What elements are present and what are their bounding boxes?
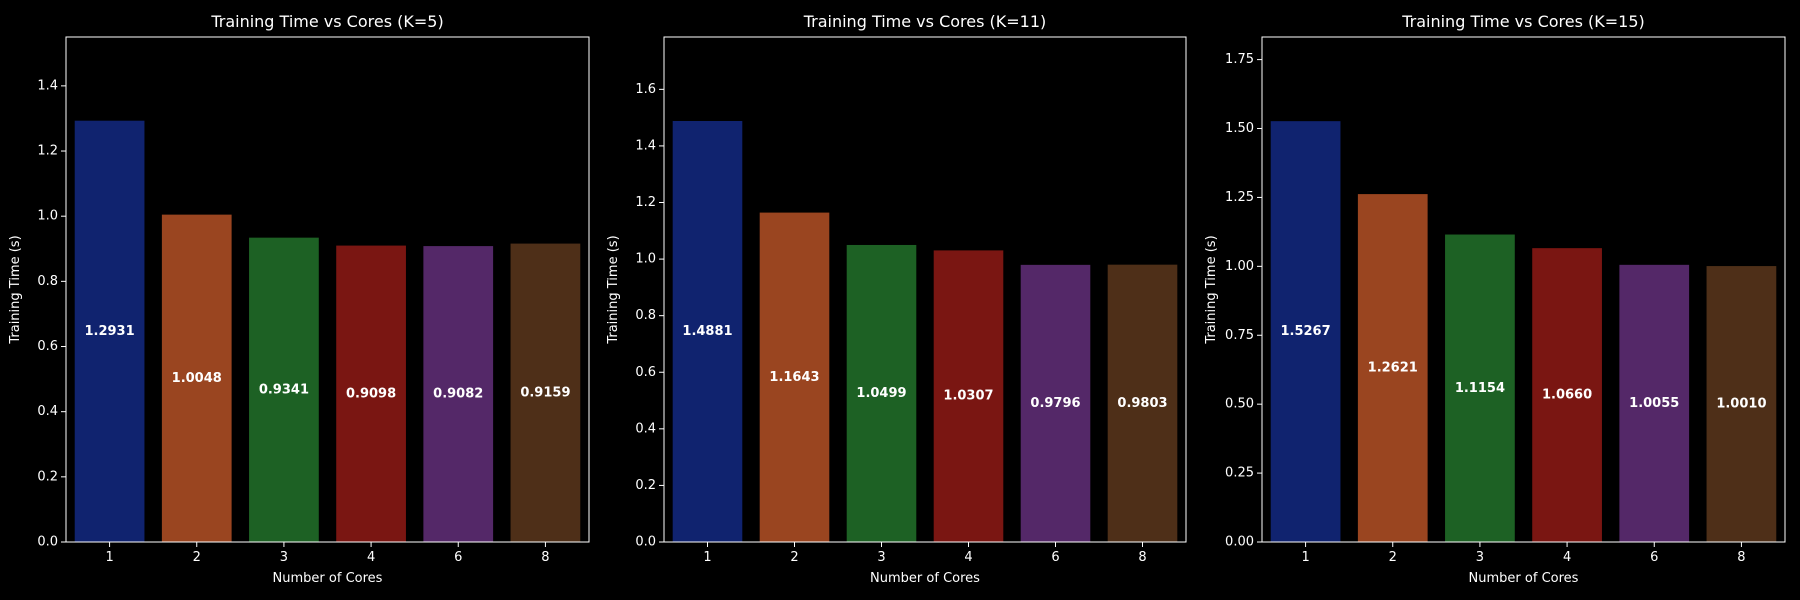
bar-cores-3	[846, 244, 917, 542]
chart-title: Training Time vs Cores (K=15)	[1401, 12, 1645, 31]
bar-value-label: 1.1643	[769, 370, 819, 385]
bar-cores-4	[933, 250, 1004, 542]
x-tick-label: 1	[1301, 550, 1309, 565]
bar-value-label: 0.9082	[433, 387, 483, 402]
bar-value-label: 1.0660	[1542, 388, 1592, 403]
bar-value-label: 0.9159	[520, 385, 570, 400]
chart-title: Training Time vs Cores (K=5)	[210, 12, 443, 31]
y-tick-label: 0.25	[1225, 466, 1254, 481]
y-tick-label: 0.00	[1225, 535, 1254, 550]
bar-cores-3	[1445, 234, 1515, 542]
x-tick-label: 1	[105, 550, 113, 565]
y-tick-label: 1.2	[37, 144, 58, 159]
y-tick-label: 1.4	[635, 138, 656, 153]
x-tick-label: 8	[1737, 550, 1745, 565]
bar-value-label: 0.9341	[259, 382, 309, 397]
chart-title: Training Time vs Cores (K=11)	[803, 12, 1047, 31]
bar-value-label: 1.0048	[172, 371, 222, 386]
y-tick-label: 1.00	[1225, 259, 1254, 274]
x-tick-label: 2	[790, 550, 798, 565]
y-tick-label: 0.0	[37, 535, 58, 550]
x-axis-label: Number of Cores	[1469, 571, 1579, 586]
chart-panel-3: 1.526711.262121.115431.066041.005561.001…	[1204, 12, 1786, 586]
y-tick-label: 0.4	[37, 404, 58, 419]
bar-cores-8	[510, 243, 581, 542]
bar-value-label: 1.1154	[1455, 381, 1505, 396]
y-tick-label: 0.6	[37, 339, 58, 354]
bar-cores-4	[336, 245, 406, 542]
y-tick-label: 0.8	[635, 308, 656, 323]
y-tick-label: 0.2	[635, 478, 656, 493]
bar-value-label: 0.9796	[1030, 396, 1080, 411]
chart-panel-2: 1.4881 1 1.1643 2 1.0499 3 1.0307 4 0.9796 6 0.980…	[606, 12, 1187, 586]
axes-frame	[1261, 36, 1786, 543]
bar-cores-4	[1532, 248, 1602, 542]
bar-value-label: 1.0055	[1629, 396, 1679, 411]
y-tick-label: 0.50	[1225, 397, 1254, 412]
y-tick-label: 0.2	[37, 469, 58, 484]
bar-value-label: 0.9803	[1117, 396, 1167, 411]
bar-cores-2	[759, 212, 830, 542]
x-tick-label: 8	[541, 550, 549, 565]
bar-cores-3	[249, 237, 319, 542]
axes-frame	[663, 36, 1187, 543]
y-tick-label: 0.75	[1225, 328, 1254, 343]
bar-value-label: 0.9098	[346, 386, 396, 401]
bar-value-label: 1.2621	[1368, 361, 1418, 376]
x-tick-label: 4	[964, 550, 972, 565]
bar-cores-6	[1619, 264, 1690, 542]
y-tick-label: 1.50	[1225, 121, 1254, 136]
y-axis-label: Training Time (s)	[8, 235, 23, 344]
y-tick-label: 0.4	[635, 421, 656, 436]
x-tick-label: 4	[1563, 550, 1571, 565]
x-tick-label: 3	[1476, 550, 1484, 565]
x-tick-label: 6	[454, 550, 462, 565]
bar-cores-2	[1357, 194, 1428, 542]
chart-panel-1: 1.2931 1 1.0048 2 0.9341 3 0.9098 4 0.9082 6 0.915…	[8, 12, 590, 586]
y-tick-label: 0.6	[635, 365, 656, 380]
x-tick-label: 2	[1389, 550, 1397, 565]
y-tick-label: 1.2	[635, 195, 656, 210]
bar-value-label: 1.0307	[943, 389, 993, 404]
x-tick-label: 3	[877, 550, 885, 565]
y-axis-label: Training Time (s)	[1204, 235, 1219, 344]
x-tick-label: 2	[193, 550, 201, 565]
x-tick-label: 6	[1650, 550, 1658, 565]
x-tick-label: 8	[1138, 550, 1146, 565]
bar-value-label: 1.0010	[1716, 397, 1766, 412]
bar-value-label: 1.4881	[682, 324, 732, 339]
bar-cores-1	[1270, 121, 1341, 542]
y-tick-label: 1.25	[1225, 190, 1254, 205]
x-tick-label: 6	[1051, 550, 1059, 565]
y-tick-label: 0.8	[37, 274, 58, 289]
bar-value-label: 1.0499	[856, 386, 906, 401]
bar-value-label: 1.2931	[84, 324, 134, 339]
y-tick-label: 1.6	[635, 82, 656, 97]
bar-cores-6	[423, 246, 494, 542]
axes-frame	[65, 36, 590, 543]
bar-cores-1	[672, 121, 743, 542]
y-tick-label: 1.0	[635, 252, 656, 267]
bar-cores-8	[1107, 264, 1178, 542]
bar-cores-6	[1020, 264, 1091, 542]
bar-cores-8	[1706, 266, 1777, 542]
y-tick-label: 0.0	[635, 535, 656, 550]
x-tick-label: 1	[703, 550, 711, 565]
x-axis-label: Number of Cores	[870, 571, 980, 586]
bar-cores-2	[161, 214, 232, 542]
bar-cores-1	[74, 120, 145, 542]
x-tick-label: 4	[367, 550, 375, 565]
y-tick-label: 1.4	[37, 78, 58, 93]
y-tick-label: 1.75	[1225, 52, 1254, 67]
bar-value-label: 1.5267	[1280, 324, 1330, 339]
x-axis-label: Number of Cores	[273, 571, 383, 586]
y-tick-label: 1.0	[37, 209, 58, 224]
x-tick-label: 3	[280, 550, 288, 565]
y-axis-label: Training Time (s)	[606, 235, 621, 344]
